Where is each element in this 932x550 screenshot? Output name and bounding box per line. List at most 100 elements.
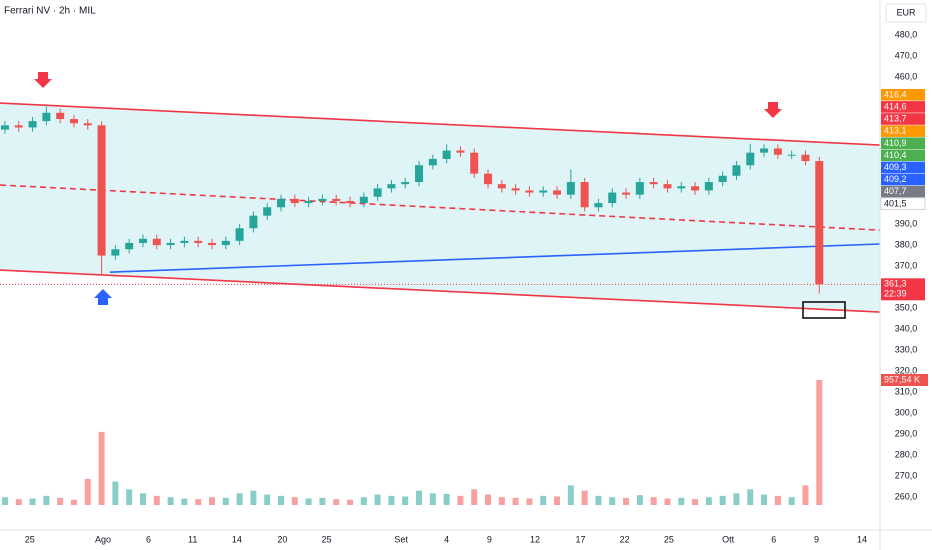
candle-body [14, 125, 23, 128]
candle-body [373, 188, 382, 197]
trendline [109, 243, 881, 273]
volume-bar [153, 495, 160, 505]
candle-body [635, 182, 644, 195]
indicator-label: 414,6 [884, 101, 907, 111]
volume-bar [664, 498, 671, 505]
indicator-label-box [881, 101, 925, 113]
trendline [0, 269, 881, 313]
candle-body [815, 161, 824, 285]
volume-bar [29, 498, 36, 505]
chart-title: Ferrari NV · 2h · MIL [4, 6, 96, 17]
candle-body [677, 186, 686, 189]
volume-bar [15, 499, 22, 505]
volume-bar [802, 485, 809, 505]
volume-bar [512, 497, 519, 505]
candle-body [97, 125, 106, 256]
indicator-label-box [881, 185, 925, 198]
y-tick-label: 340,0 [895, 323, 918, 333]
x-tick-label: 6 [146, 534, 151, 544]
candle-body [470, 152, 479, 174]
candle-body [42, 112, 51, 122]
candle-body [746, 152, 755, 166]
volume-bar [360, 497, 367, 505]
plot-area [0, 102, 881, 505]
candle-body [332, 198, 341, 201]
volume-bar [291, 497, 298, 505]
volume-bar [57, 497, 64, 505]
highlight-box [802, 301, 846, 319]
candle-body [553, 190, 562, 195]
indicator-label: 416,4 [884, 89, 907, 99]
candle-body [704, 182, 713, 191]
y-tick-label: 280,0 [895, 449, 918, 459]
indicator-label-box [881, 161, 925, 174]
candle-body [28, 121, 37, 128]
x-tick-label: Ott [722, 534, 735, 544]
volume-bar [1, 497, 8, 505]
candle-body [290, 198, 299, 204]
volume-bar [581, 490, 588, 505]
indicator-label: 413,7 [884, 114, 907, 124]
volume-bar [540, 495, 547, 505]
candle-body [304, 200, 313, 204]
last-price-label: 361,3 [884, 279, 907, 289]
currency-box [885, 3, 927, 23]
candle-body [663, 184, 672, 189]
candle-body [69, 119, 78, 124]
currency: EUR [896, 7, 916, 17]
volume-bar [126, 489, 133, 505]
volume-bar [139, 493, 146, 505]
x-tick-label: 17 [575, 534, 585, 544]
candle-body [649, 182, 658, 185]
volume-bar [567, 485, 574, 505]
volume-bar [181, 498, 188, 505]
indicator-label-box [881, 125, 925, 137]
x-tick-label: Set [394, 534, 408, 544]
volume-bar [443, 493, 450, 505]
candle-body [180, 240, 189, 243]
trendline [0, 102, 881, 146]
candle-body [152, 238, 161, 246]
volume-bar [374, 494, 381, 505]
candle-body [622, 192, 631, 195]
candle-body [428, 158, 437, 166]
volume-bar [692, 499, 699, 505]
volume-bar [222, 497, 229, 505]
volume-bar [816, 380, 823, 505]
x-tick-label: Ago [95, 534, 111, 544]
indicator-label-box [881, 173, 925, 186]
y-tick-label: 300,0 [895, 407, 918, 417]
volume-bar [208, 497, 215, 505]
volume-bar [733, 493, 740, 505]
down-arrow [764, 102, 782, 118]
candle-body [221, 240, 230, 246]
indicator-label-box [881, 149, 925, 162]
candle-body [787, 154, 796, 156]
indicator-label: 407,7 [884, 186, 907, 196]
candle-body [56, 112, 65, 120]
candle-body [125, 242, 134, 250]
volume-bar [167, 497, 174, 505]
candle-body [442, 150, 451, 159]
indicator-label: 401,5 [884, 198, 907, 208]
y-tick-label: 350,0 [895, 302, 918, 312]
indicator-label-box [880, 197, 926, 210]
volume-bar [98, 431, 105, 505]
candle-body [387, 184, 396, 189]
up-arrow [94, 289, 112, 305]
volume-bar [678, 497, 685, 505]
x-tick-label: 14 [857, 534, 867, 544]
volume-bar [70, 499, 77, 505]
candle-body [801, 154, 810, 162]
y-tick-label: 470,0 [895, 50, 918, 60]
volume-bar [429, 493, 436, 505]
candle-body [401, 182, 410, 185]
volume-bar [554, 496, 561, 505]
volume-bar [719, 495, 726, 505]
candle-body [539, 190, 548, 193]
y-tick-label: 290,0 [895, 428, 918, 438]
indicator-label-box [881, 113, 925, 125]
volume-bar [112, 481, 119, 505]
y-tick-label: 330,0 [895, 344, 918, 354]
